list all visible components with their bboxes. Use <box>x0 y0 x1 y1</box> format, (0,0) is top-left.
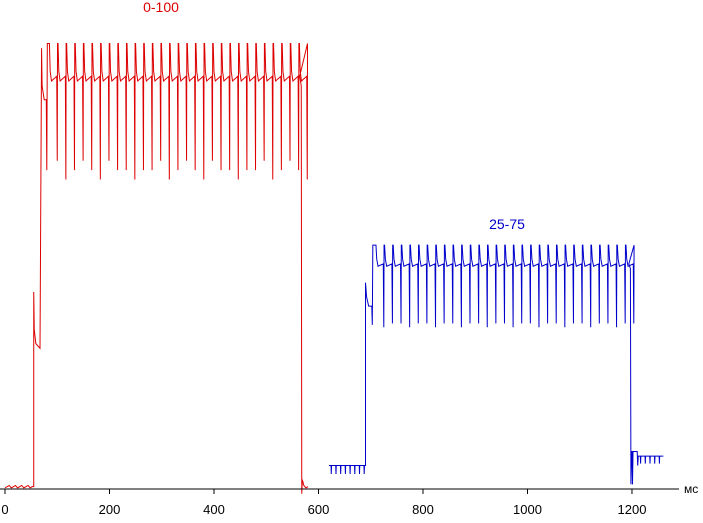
series-label-0-100: 0-100 <box>143 0 179 15</box>
x-tick-label: 200 <box>99 502 121 517</box>
series-line-0-100 <box>4 42 309 494</box>
ticks-layer: 0 200 400 600 800 1000 1200 <box>1 489 646 517</box>
x-tick-label: 800 <box>412 502 434 517</box>
x-tick-label: 1000 <box>513 502 542 517</box>
x-tick-label: 0 <box>1 502 8 517</box>
x-tick-label: 600 <box>308 502 330 517</box>
x-tick-label: 400 <box>203 502 225 517</box>
x-unit-label: мс <box>684 482 698 496</box>
series-label-25-75: 25-75 <box>489 216 525 232</box>
series-line-25-75 <box>328 244 664 485</box>
series-layer <box>4 42 664 494</box>
x-tick-label: 1200 <box>618 502 647 517</box>
